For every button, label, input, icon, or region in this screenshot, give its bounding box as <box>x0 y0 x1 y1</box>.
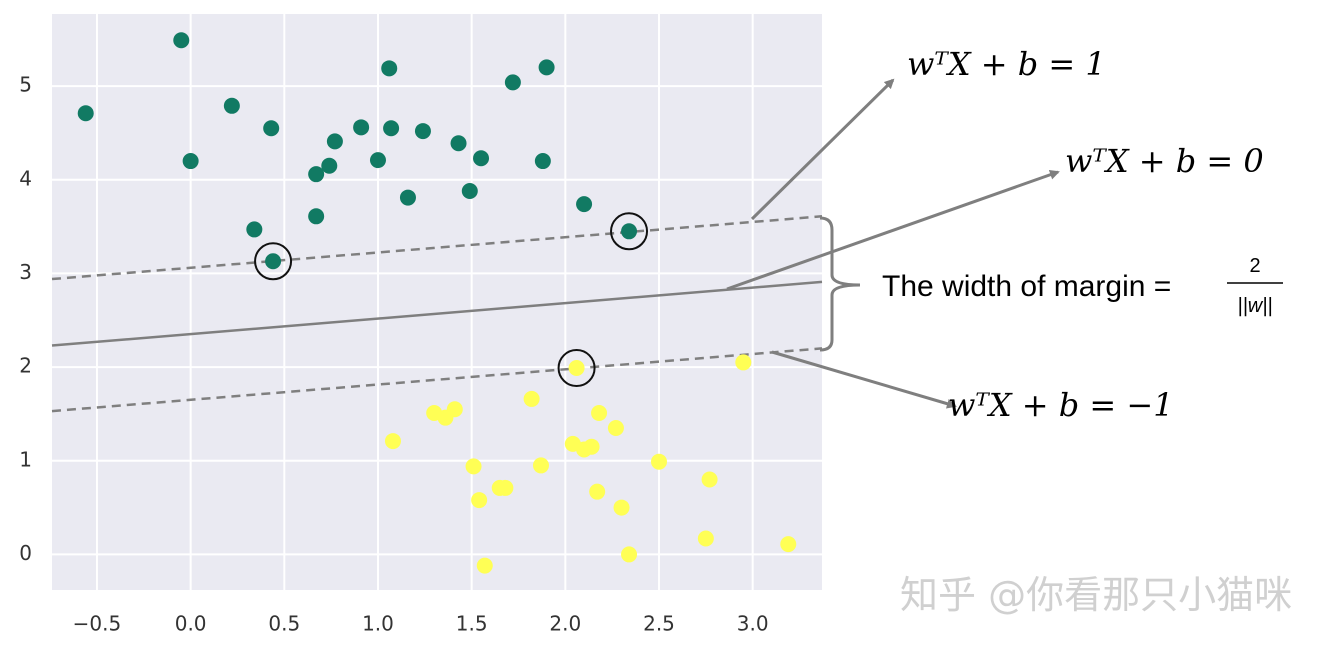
point <box>532 457 549 474</box>
x-tick-label: −0.5 <box>73 612 122 636</box>
point <box>265 253 282 270</box>
point <box>308 166 325 183</box>
plot-area <box>52 14 822 590</box>
point <box>613 499 630 516</box>
y-tick-label: 1 <box>19 447 32 471</box>
arrow <box>726 169 1060 291</box>
y-tick-label: 0 <box>19 541 32 565</box>
point <box>651 453 668 470</box>
point <box>450 135 467 152</box>
point <box>621 223 638 240</box>
y-tick-label: 2 <box>19 354 32 378</box>
point <box>308 208 325 225</box>
watermark: 知乎 @你看那只小猫咪 <box>900 573 1292 617</box>
x-tick-label: 0.0 <box>175 612 207 636</box>
point <box>384 433 401 450</box>
point <box>591 404 608 421</box>
margin-bracket <box>819 216 861 352</box>
support-vector-ring <box>254 242 293 281</box>
point <box>583 438 600 455</box>
fraction-numerator: 2 <box>1249 255 1260 277</box>
point <box>568 360 585 377</box>
x-tick-label: 1.0 <box>362 612 394 636</box>
point <box>173 32 190 49</box>
x-tick-label: 3.0 <box>737 612 769 636</box>
point <box>263 120 280 137</box>
point <box>321 157 338 174</box>
point <box>473 150 490 167</box>
decision-line <box>51 280 823 347</box>
point <box>326 133 343 150</box>
point <box>369 152 386 169</box>
point <box>383 120 400 137</box>
point <box>701 471 718 488</box>
point <box>414 123 431 140</box>
equation: wᵀX + b = −1 <box>948 386 1174 424</box>
decision-line <box>51 347 823 413</box>
fraction-denominator: ||w|| <box>1237 295 1272 317</box>
point <box>576 196 593 213</box>
support-vector-ring <box>557 349 596 388</box>
equation: wᵀX + b = 1 <box>907 45 1106 83</box>
point <box>461 183 478 200</box>
point <box>246 221 263 238</box>
y-tick-label: 5 <box>19 73 32 97</box>
point <box>465 458 482 475</box>
point <box>446 401 463 418</box>
point <box>534 153 551 170</box>
point <box>182 153 199 170</box>
marks <box>51 32 823 574</box>
y-tick-label: 3 <box>19 260 32 284</box>
y-tick-label: 4 <box>19 166 32 190</box>
point <box>497 479 514 496</box>
equation: wᵀX + b = 0 <box>1065 142 1264 180</box>
point <box>353 119 370 136</box>
point <box>77 105 94 122</box>
point <box>621 546 638 563</box>
point <box>607 419 624 436</box>
point <box>523 390 540 407</box>
x-tick-label: 0.5 <box>268 612 300 636</box>
point <box>735 354 752 371</box>
point <box>589 483 606 500</box>
point <box>538 59 555 76</box>
decision-line <box>51 215 823 281</box>
point <box>399 189 416 206</box>
arrow <box>771 350 957 409</box>
x-tick-label: 2.5 <box>643 612 675 636</box>
point <box>223 97 240 114</box>
point <box>471 492 488 509</box>
point <box>780 536 797 553</box>
point <box>504 74 521 91</box>
point <box>697 530 714 547</box>
margin-text: The width of margin = <box>882 270 1171 303</box>
support-vector-ring <box>610 212 649 251</box>
x-tick-label: 2.0 <box>549 612 581 636</box>
x-tick-label: 1.5 <box>456 612 488 636</box>
point <box>476 557 493 574</box>
arrow <box>750 78 895 221</box>
point <box>381 60 398 77</box>
